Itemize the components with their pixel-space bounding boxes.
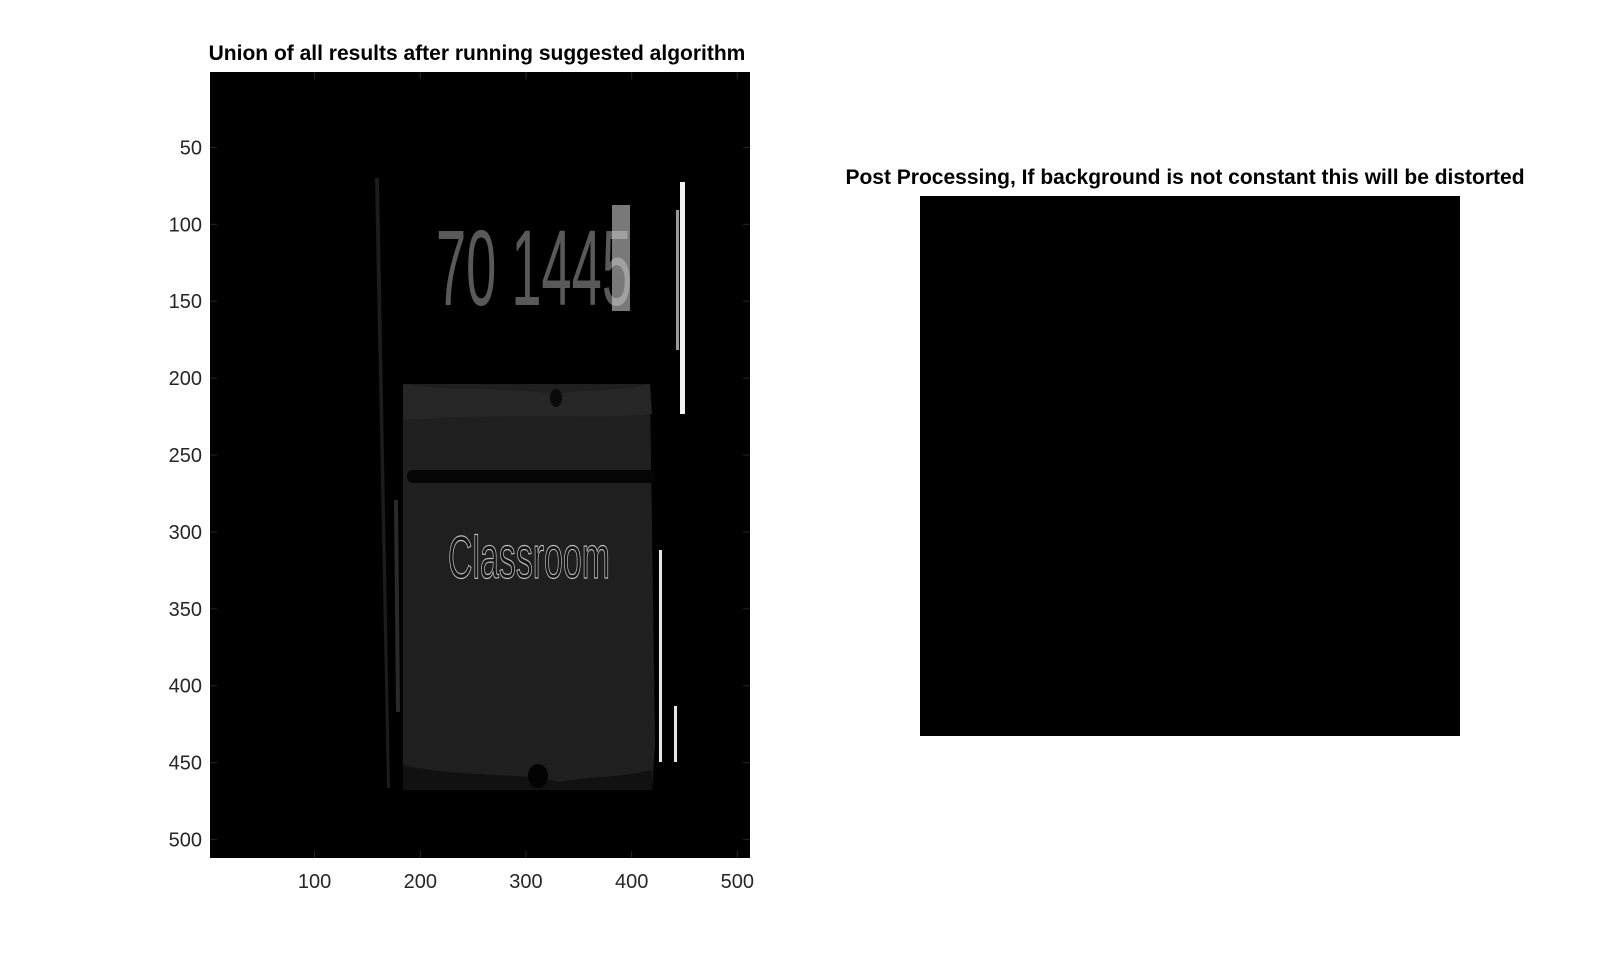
classroom-text: Classroom xyxy=(448,524,610,591)
right-edge-streak-2 xyxy=(676,210,679,350)
left-edge-streak xyxy=(375,178,390,788)
x-tick-label: 200 xyxy=(404,871,437,893)
sign-plate xyxy=(403,384,655,790)
y-tick-label: 100 xyxy=(169,214,202,236)
sign-bottom-notch xyxy=(528,764,548,788)
y-tick-label: 250 xyxy=(169,445,202,467)
x-tick-label: 400 xyxy=(615,871,648,893)
axes-2-image xyxy=(920,196,1460,736)
y-tick-label: 400 xyxy=(169,676,202,698)
right-edge-streak-4 xyxy=(674,706,677,762)
axes-1: Classroom 70 1445 100 200 300 400 500 50 100 15… xyxy=(169,72,754,893)
right-edge-streak xyxy=(680,182,685,414)
room-number-text: 70 1445 xyxy=(436,207,632,328)
y-tick-label: 450 xyxy=(169,753,202,775)
y-tick-label: 350 xyxy=(169,599,202,621)
y-tick-label: 150 xyxy=(169,291,202,313)
y-tick-label: 300 xyxy=(169,522,202,544)
sign-hole xyxy=(550,389,562,407)
x-tick-label: 100 xyxy=(298,871,331,893)
sign-divider-bar xyxy=(407,470,655,483)
axes-1-title: Union of all results after running sugge… xyxy=(208,42,746,65)
axes-1-ticks: 100 200 300 400 500 50 100 150 200 250 300 350 400 45… xyxy=(169,72,754,893)
sign-bottom-edge xyxy=(403,765,652,790)
x-tick-label: 500 xyxy=(721,871,754,893)
number-highlight xyxy=(612,205,630,311)
y-tick-label: 500 xyxy=(169,830,202,852)
sign-top-edge xyxy=(403,384,652,420)
y-tick-label: 200 xyxy=(169,368,202,390)
y-tick-label: 50 xyxy=(180,137,202,159)
segmented-image: Classroom 70 1445 xyxy=(375,178,685,790)
left-edge-streak-2 xyxy=(394,500,400,712)
x-tick-label: 300 xyxy=(509,871,542,893)
right-edge-streak-3 xyxy=(659,550,662,762)
axes-2-title: Post Processing, If background is not co… xyxy=(845,166,1525,189)
